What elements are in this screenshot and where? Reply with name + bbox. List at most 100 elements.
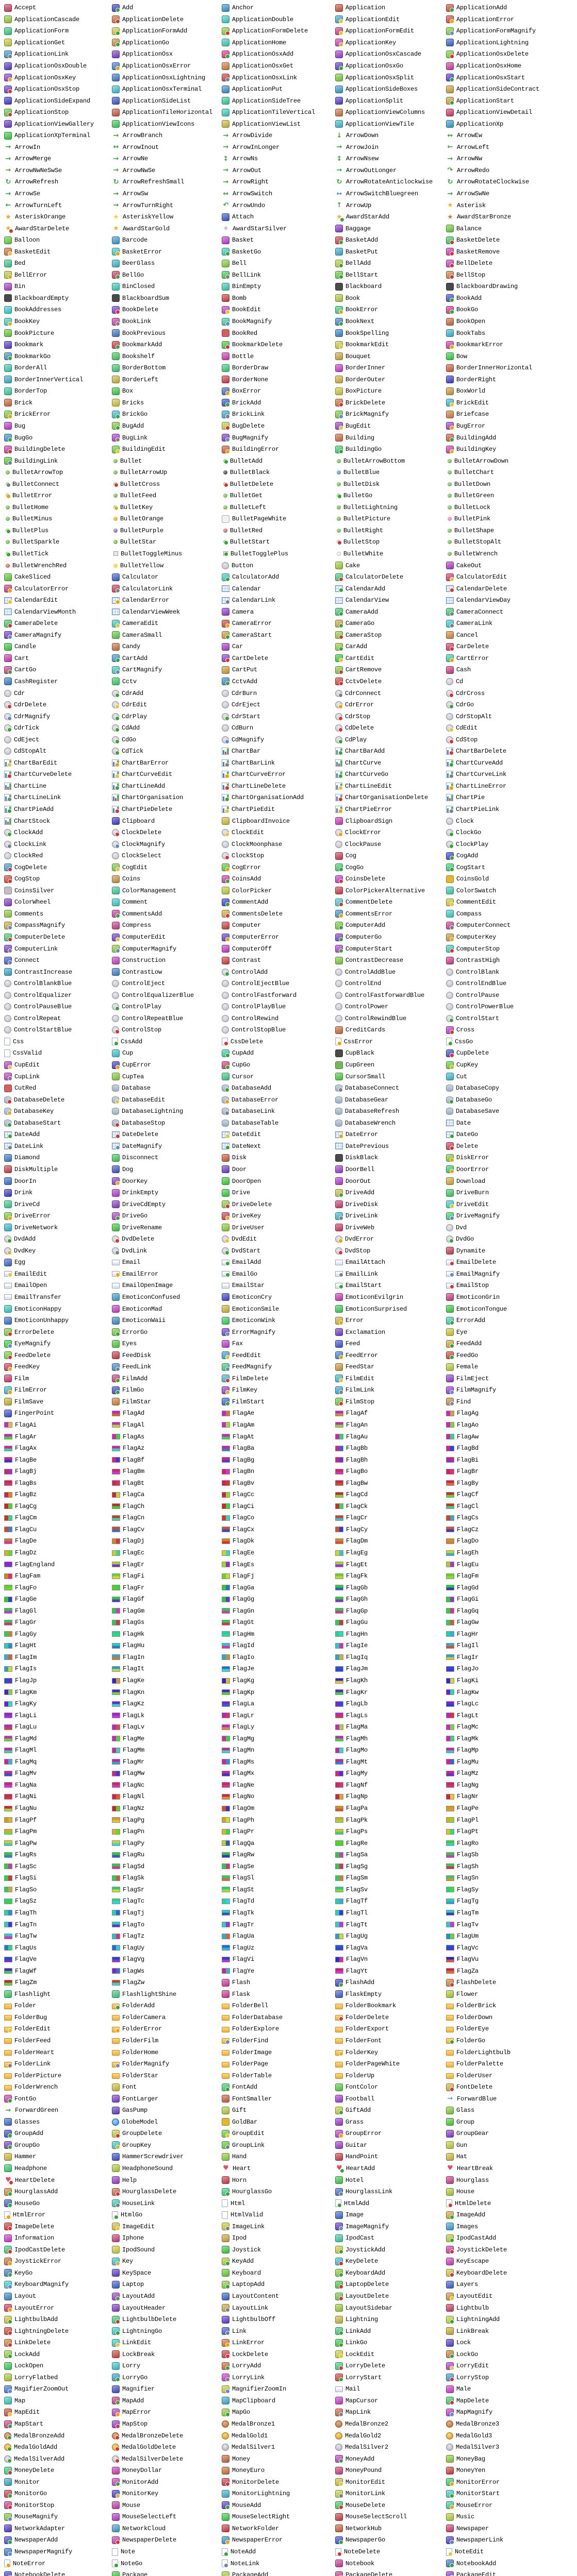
status-badge	[8, 2063, 12, 2068]
icon-label: ControlStop	[122, 1026, 162, 1034]
icon-item: FlagCh	[112, 1501, 222, 1513]
icon-item: BookEdit	[222, 304, 335, 316]
flag-mg-icon	[222, 1736, 230, 1742]
cdr-error-icon	[335, 701, 343, 709]
icon-label: MonitorStop	[14, 2501, 55, 2509]
icon-label: FlagTz	[123, 1933, 145, 1940]
icon-item: DatabaseError	[222, 1094, 335, 1106]
icon-label: FlagMo	[346, 1747, 368, 1754]
icon-item: BookMagnify	[222, 316, 335, 328]
icon-item: DoorOut	[335, 1175, 446, 1187]
icon-item: Hammer	[4, 2151, 112, 2163]
door-bell-icon	[335, 1165, 343, 1174]
icon-item: FlagCy	[335, 1524, 446, 1536]
flag-il-icon	[446, 1642, 454, 1649]
icon-label: EmoticonWaii	[122, 1317, 166, 1325]
basket-go-icon	[222, 248, 230, 257]
icon-item: Female	[446, 1361, 577, 1373]
icon-item: GroupLink	[222, 2140, 335, 2151]
icon-label: Connect	[14, 957, 40, 964]
icon-label: Add	[122, 4, 134, 12]
icon-label: FlagEh	[457, 1549, 479, 1556]
application-xp-icon	[446, 120, 454, 128]
status-badge	[114, 505, 119, 511]
icon-label: FlagHu	[123, 1642, 145, 1650]
icon-label: MedalGold1	[232, 2432, 268, 2439]
money-add-icon	[335, 2455, 343, 2464]
cdr-cross-icon	[446, 689, 454, 698]
icon-label: BorderInner	[345, 364, 386, 372]
chart-curve-error-icon	[222, 771, 229, 779]
icon-item: CommentsDelete	[222, 908, 335, 920]
icon-item: FlagFr	[112, 1582, 222, 1594]
cake-out-icon	[446, 562, 454, 570]
icon-item: Barcode	[112, 234, 222, 246]
icon-item: CogAdd	[446, 850, 577, 862]
icon-label: MapError	[122, 2409, 152, 2416]
icon-item: ClockMagnify	[112, 838, 222, 850]
icon-item: Comment	[112, 896, 222, 908]
icon-label: FlagIo	[233, 1653, 255, 1661]
icon-item: DoorOpen	[222, 1175, 335, 1187]
icon-label: Notebook	[345, 2560, 375, 2567]
icon-item: CogDelete	[4, 861, 112, 873]
icon-item: FlagKz	[112, 1698, 222, 1710]
flag-jo-icon	[446, 1666, 454, 1672]
icon-label: FlagJp	[15, 1677, 37, 1685]
award-star-add-icon: ★	[335, 213, 344, 222]
icon-item: DateMagnify	[112, 1141, 222, 1153]
icon-item: FolderMagnify	[112, 2058, 222, 2070]
gold-bar-icon	[222, 2118, 229, 2126]
icon-label: Money	[232, 2455, 251, 2463]
icon-item: ClockGo	[446, 827, 577, 839]
icon-label: ApplicationDouble	[232, 15, 294, 23]
icon-item: FlagPe	[446, 1803, 577, 1815]
status-badge	[339, 2191, 343, 2196]
icon-label: Cake	[345, 562, 360, 569]
icon-item: CogStart	[446, 861, 577, 873]
status-badge	[339, 2412, 343, 2417]
icon-label: DatabaseGo	[456, 1096, 492, 1104]
icon-label: BugDelete	[232, 422, 265, 430]
icon-label: ComputerMagnify	[122, 945, 177, 953]
icon-item: ControlStop	[112, 1024, 222, 1036]
icon-label: AwardStarGold	[123, 225, 170, 232]
status-badge	[449, 832, 454, 837]
icon-label: EmailError	[122, 1270, 159, 1278]
status-badge	[450, 275, 454, 280]
dvd-edit-icon	[222, 1235, 229, 1244]
link-edit-icon	[112, 2338, 120, 2347]
icon-item: ApplicationFormAdd	[112, 25, 222, 37]
clock-red-icon	[4, 852, 11, 860]
film-magnify-icon	[446, 1386, 454, 1395]
status-badge	[115, 832, 120, 837]
icon-item: MedalBronze2	[335, 2418, 446, 2430]
icon-item: MonitorError	[446, 2476, 577, 2488]
icon-label: Cart	[14, 654, 29, 662]
icon-label: FolderUp	[345, 2072, 375, 2079]
email-add-icon	[222, 1259, 230, 1266]
icon-item: JoystickError	[4, 2256, 112, 2267]
arrow-sw-ne-icon: →	[447, 190, 453, 198]
icon-item: Bug	[4, 420, 112, 432]
note-add-icon	[222, 2548, 228, 2556]
cd-go-icon	[112, 736, 120, 744]
icon-item: FlagPa	[335, 1803, 446, 1815]
flag-bd-icon	[446, 1445, 454, 1451]
flag-id-icon	[222, 1642, 230, 1649]
icon-label: FlagEs	[233, 1561, 255, 1568]
icon-item: LightningDelete	[4, 2325, 112, 2337]
icon-item: FlagAs	[112, 1431, 222, 1443]
status-badge	[225, 762, 229, 767]
application-form-add-icon	[112, 27, 120, 36]
icon-item: FlagBh	[335, 1454, 446, 1466]
icon-label: DriveLink	[345, 1212, 378, 1220]
feed-link-icon	[112, 1363, 120, 1371]
status-badge	[116, 2203, 120, 2208]
icon-label: FolderPicture	[14, 2072, 62, 2079]
icon-label: CarDelete	[456, 643, 489, 651]
icon-label: DateError	[345, 1131, 378, 1139]
icon-label: GroupLink	[232, 2141, 265, 2149]
icon-item: CarAdd	[335, 641, 446, 653]
icon-label: ControlEqualizer	[14, 991, 72, 999]
